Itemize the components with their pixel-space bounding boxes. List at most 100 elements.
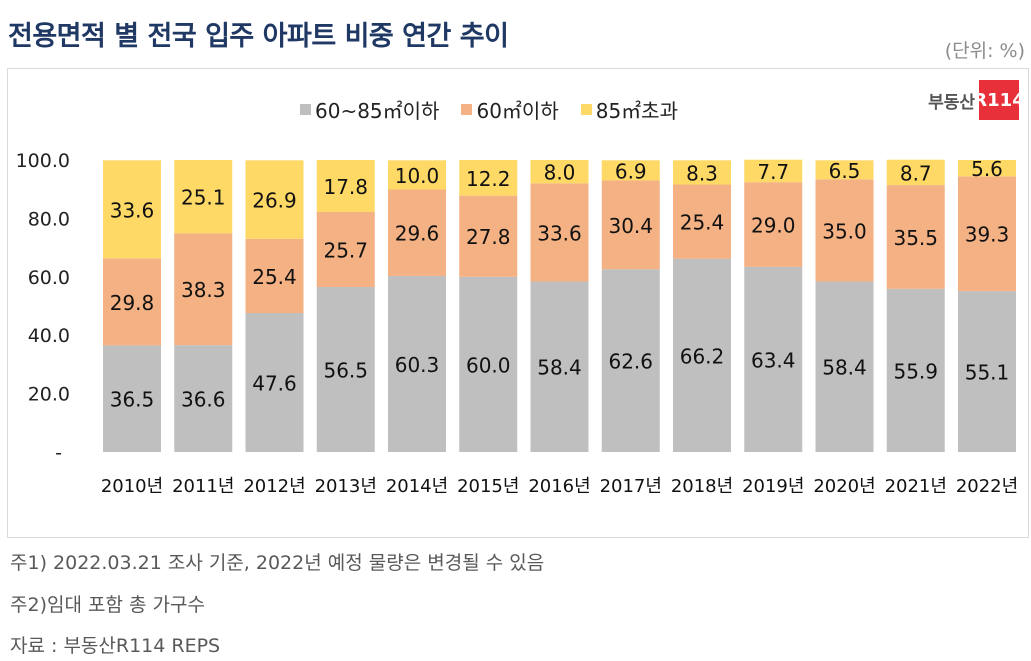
x-tick-label: 2020년 xyxy=(813,476,875,497)
bar-segment xyxy=(388,160,446,190)
data-label: 55.1 xyxy=(965,361,1010,385)
bar-segment xyxy=(316,211,375,288)
data-label: 35.0 xyxy=(822,219,867,243)
legend-label: 60㎡이하 xyxy=(476,99,559,123)
bar-segment xyxy=(815,281,874,452)
bar-segment xyxy=(744,266,803,452)
data-label: 36.5 xyxy=(110,388,155,412)
bar-segment xyxy=(245,160,304,239)
bar-segment xyxy=(316,160,375,212)
bar-segment xyxy=(601,180,660,270)
data-label: 26.9 xyxy=(252,189,297,213)
x-tick-label: 2011년 xyxy=(172,476,234,497)
data-label: 25.4 xyxy=(680,211,725,235)
data-label: 12.2 xyxy=(466,167,511,191)
legend-label: 60~85㎡이하 xyxy=(315,99,440,123)
bar-segment xyxy=(245,313,304,452)
unit-label: (단위: %) xyxy=(944,40,1025,62)
legend-swatch xyxy=(300,104,311,115)
bar-segment xyxy=(886,185,945,289)
data-label: 63.4 xyxy=(751,348,796,372)
bar-segment xyxy=(958,160,1016,177)
bar-segment xyxy=(459,195,518,277)
data-label: 33.6 xyxy=(110,198,155,222)
bar-segment xyxy=(459,160,518,196)
bar-segment xyxy=(530,160,589,184)
y-tick-label: 80.0 xyxy=(28,208,70,230)
legend-swatch xyxy=(461,104,473,115)
data-label: 60.3 xyxy=(395,353,440,377)
data-label: 58.4 xyxy=(537,356,582,380)
y-tick-label: 20.0 xyxy=(28,384,70,406)
bar-segment xyxy=(958,291,1016,452)
bar-segment xyxy=(958,176,1016,292)
bar-segment xyxy=(388,189,446,276)
data-label: 60.0 xyxy=(466,353,511,377)
data-label: 30.4 xyxy=(608,214,653,238)
legend-item-mid: 60~85㎡이하 xyxy=(300,95,439,124)
data-label: 25.1 xyxy=(181,186,226,210)
x-tick-label: 2013년 xyxy=(315,476,377,497)
bar-segment xyxy=(815,179,874,282)
data-label: 38.3 xyxy=(181,278,226,302)
logo-badge: R114 xyxy=(973,80,1025,120)
x-tick-label: 2014년 xyxy=(386,476,448,497)
y-tick-label: 40.0 xyxy=(28,325,70,347)
x-tick-label: 2012년 xyxy=(243,476,305,497)
bar-segment xyxy=(245,238,304,314)
x-tick-label: 2016년 xyxy=(528,476,590,497)
data-label: 6.5 xyxy=(829,159,861,183)
x-tick-label: 2021년 xyxy=(885,476,947,497)
data-label: 8.0 xyxy=(544,161,576,185)
data-label: 6.9 xyxy=(615,159,647,183)
bar-segment xyxy=(601,160,660,181)
note-2: 주2)임대 포함 총 가구수 xyxy=(10,594,205,616)
data-label: 7.7 xyxy=(757,160,789,184)
x-tick-label: 2018년 xyxy=(671,476,733,497)
r114-logo: 부동산 R114 xyxy=(928,80,1025,120)
data-label: 55.9 xyxy=(893,359,938,383)
data-label: 25.4 xyxy=(252,265,297,289)
x-tick-label: 2010년 xyxy=(101,476,163,497)
bar-segment xyxy=(744,159,803,183)
bar-segment xyxy=(601,269,660,452)
bar-segment xyxy=(530,183,589,282)
y-tick-label: - xyxy=(55,442,62,464)
bar-segment xyxy=(815,160,874,180)
data-label: 5.6 xyxy=(971,157,1003,181)
data-label: 39.3 xyxy=(965,223,1010,247)
data-label: 58.4 xyxy=(822,356,867,380)
bar-segment xyxy=(174,160,233,234)
data-label: 29.6 xyxy=(395,222,440,246)
data-label: 17.8 xyxy=(323,175,368,199)
bar-segment xyxy=(174,233,233,346)
bar-segment xyxy=(459,276,518,452)
bar-segment xyxy=(103,258,161,346)
bar-segment xyxy=(103,160,161,259)
legend-item-small: 60㎡이하 xyxy=(461,95,559,124)
data-label: 8.7 xyxy=(900,161,932,185)
bar-segment xyxy=(673,184,731,259)
data-label: 33.6 xyxy=(537,221,582,245)
x-tick-label: 2019년 xyxy=(742,476,804,497)
bar-segment xyxy=(744,182,803,267)
data-label: 66.2 xyxy=(680,344,725,368)
x-tick-label: 2022년 xyxy=(956,476,1018,497)
x-tick-label: 2015년 xyxy=(457,476,519,497)
data-label: 56.5 xyxy=(323,359,368,383)
source-note: 자료 : 부동산R114 REPS xyxy=(10,635,221,657)
bar-segment xyxy=(673,258,731,452)
legend: 60~85㎡이하 60㎡이하 85㎡초과 xyxy=(300,95,678,124)
logo-text: 부동산 xyxy=(928,92,975,113)
y-tick-label: 100.0 xyxy=(16,150,70,172)
bar-segment xyxy=(673,160,731,185)
legend-swatch xyxy=(580,104,592,115)
chart-title: 전용면적 별 전국 입주 아파트 비중 연간 추이 xyxy=(8,21,509,52)
data-label: 27.8 xyxy=(466,225,511,249)
x-tick-label: 2017년 xyxy=(600,476,662,497)
bar-segment xyxy=(103,345,161,452)
bar-segment xyxy=(316,287,375,452)
legend-item-large: 85㎡초과 xyxy=(580,95,678,124)
data-label: 29.8 xyxy=(110,291,155,315)
